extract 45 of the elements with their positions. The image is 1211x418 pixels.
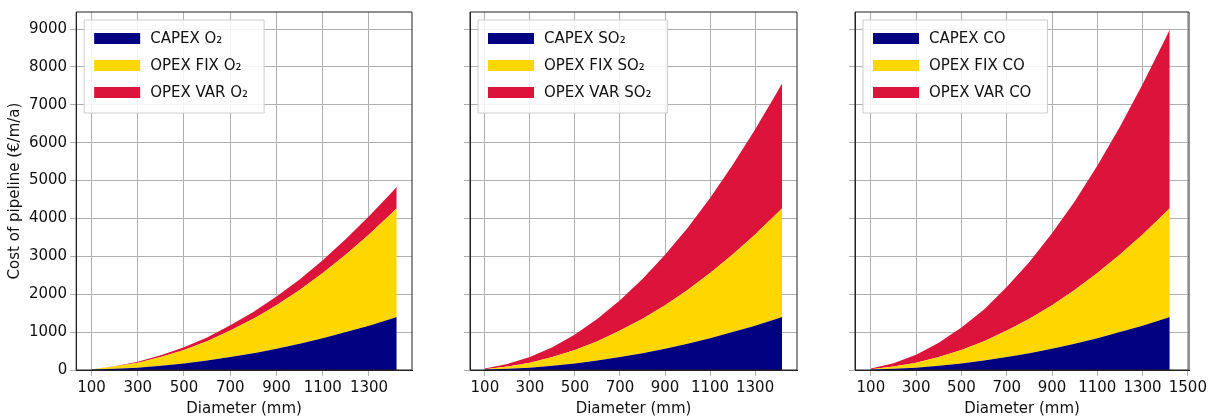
- legend-label: OPEX VAR SO₂: [544, 82, 652, 101]
- x-tick-label: 1100: [1078, 377, 1117, 396]
- legend-label: OPEX VAR CO: [929, 82, 1032, 101]
- x-tick-label: 100: [470, 377, 500, 396]
- x-tick-label: 700: [605, 377, 635, 396]
- y-axis-title: Cost of pipeline (€/m/a): [4, 102, 23, 280]
- y-tick-label: 6000: [28, 132, 68, 151]
- y-tick-label: 3000: [28, 246, 68, 265]
- x-axis-title: Diameter (mm): [964, 398, 1080, 417]
- x-tick-label: 300: [515, 377, 545, 396]
- x-tick-label: 100: [77, 377, 106, 396]
- x-tick-label: 100: [856, 377, 886, 396]
- x-tick-label: 700: [992, 377, 1022, 396]
- x-tick-label: 700: [215, 377, 245, 396]
- legend-label: CAPEX O₂: [150, 28, 223, 47]
- x-axis-title: Diameter (mm): [186, 398, 302, 417]
- x-tick-label: 500: [169, 377, 199, 396]
- x-tick-label: 1500: [1168, 377, 1207, 396]
- x-tick-label: 1300: [349, 377, 389, 396]
- y-tick-label: 0: [57, 359, 68, 378]
- y-tick-label: 7000: [28, 94, 68, 113]
- y-tick-label: 8000: [28, 56, 68, 75]
- legend-label: CAPEX CO: [929, 28, 1006, 47]
- x-tick-label: 300: [901, 377, 931, 396]
- x-tick-label: 500: [947, 377, 976, 396]
- y-tick-label: 4000: [28, 208, 68, 227]
- x-tick-label: 1100: [690, 377, 730, 396]
- x-tick-label: 1300: [736, 377, 775, 396]
- x-tick-label: 1300: [1123, 377, 1162, 396]
- y-tick-label: 9000: [28, 18, 68, 37]
- x-tick-label: 900: [262, 377, 291, 396]
- x-axis-title: Diameter (mm): [575, 398, 692, 417]
- legend-label: OPEX FIX SO₂: [544, 55, 645, 74]
- x-tick-label: 300: [123, 377, 153, 396]
- legend-label: OPEX FIX O₂: [150, 55, 242, 74]
- x-tick-label: 900: [650, 377, 680, 396]
- y-tick-label: 1000: [28, 322, 68, 341]
- x-tick-label: 500: [560, 377, 590, 396]
- x-tick-label: 900: [1037, 377, 1067, 396]
- legend-label: OPEX FIX CO: [929, 55, 1025, 74]
- y-tick-label: 2000: [28, 284, 68, 303]
- legend-label: CAPEX SO₂: [544, 28, 626, 47]
- y-tick-label: 5000: [28, 170, 68, 189]
- x-tick-label: 1100: [303, 377, 342, 396]
- legend-label: OPEX VAR O₂: [150, 82, 249, 101]
